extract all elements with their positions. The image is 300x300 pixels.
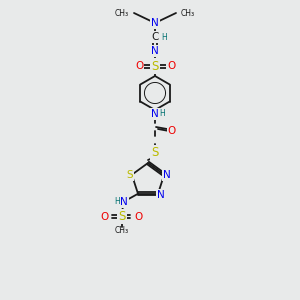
- Text: H: H: [114, 197, 120, 206]
- Text: H: H: [161, 32, 167, 41]
- Text: C: C: [151, 32, 159, 42]
- Text: S: S: [151, 146, 159, 160]
- Text: O: O: [100, 212, 108, 222]
- Text: S: S: [151, 59, 159, 73]
- Text: CH₃: CH₃: [115, 226, 129, 235]
- Text: O: O: [134, 212, 142, 222]
- Text: S: S: [127, 170, 133, 180]
- Text: CH₃: CH₃: [115, 8, 129, 17]
- Text: O: O: [135, 61, 143, 71]
- Text: O: O: [168, 126, 176, 136]
- Text: N: N: [151, 46, 159, 56]
- Text: N: N: [151, 18, 159, 28]
- Text: S: S: [118, 210, 126, 223]
- Text: N: N: [157, 190, 165, 200]
- Text: O: O: [167, 61, 175, 71]
- Text: N: N: [151, 109, 159, 119]
- Text: CH₃: CH₃: [181, 8, 195, 17]
- Text: H: H: [159, 110, 165, 118]
- Text: N: N: [163, 170, 171, 180]
- Text: N: N: [120, 197, 128, 207]
